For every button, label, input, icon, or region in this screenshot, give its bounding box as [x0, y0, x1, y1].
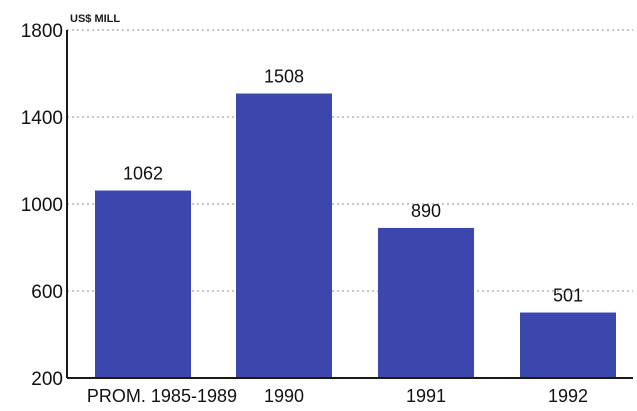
bar-value-label: 890	[411, 201, 441, 221]
bars	[95, 93, 616, 378]
bar	[378, 227, 474, 378]
bar	[520, 312, 616, 378]
bar	[236, 93, 332, 378]
y-tick-label: 600	[31, 282, 63, 303]
value-labels: 1062 1508 890 501	[123, 67, 583, 306]
category-labels: PROM. 1985-1989 1990 1991 1992	[87, 386, 588, 406]
bar-value-label: 1508	[264, 67, 304, 87]
x-category-label: 1991	[406, 386, 446, 406]
x-category-label: 1992	[548, 386, 588, 406]
bar-value-label: 1062	[123, 164, 163, 184]
y-tick-label: 200	[31, 369, 63, 390]
bar	[95, 190, 191, 378]
y-tick-label: 1800	[21, 21, 63, 42]
y-axis-unit-label: US$ MILL	[70, 13, 120, 25]
y-tick-label: 1000	[21, 195, 63, 216]
x-category-label: PROM. 1985-1989	[87, 386, 237, 406]
x-category-label: 1990	[264, 386, 304, 406]
y-tick-label: 1400	[21, 108, 63, 129]
y-tick-labels: 200 600 1000 1400 1800	[21, 21, 63, 390]
bar-value-label: 501	[553, 286, 583, 306]
axes	[66, 30, 633, 379]
gridlines	[67, 29, 633, 292]
